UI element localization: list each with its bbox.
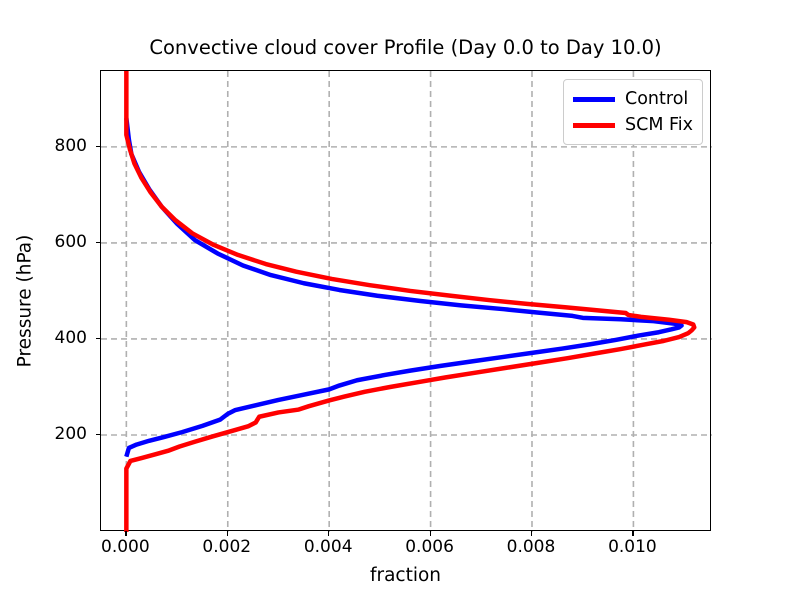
y-tick-mark-3 [95,145,100,148]
x-tick-label-4: 0.008 [506,537,556,557]
y-tick-mark-2 [95,241,100,244]
series-line-scm-fix [124,71,697,532]
x-tick-mark-2 [328,531,330,536]
y-tick-mark-0 [95,433,100,436]
x-tick-label-3: 0.006 [405,537,454,557]
legend-item-scm-fix[interactable]: SCM Fix [573,112,693,138]
y-tick-mark-1 [95,337,100,340]
x-tick-label-5: 0.010 [608,537,657,557]
legend-label: Control [625,89,689,109]
chart-title: Convective cloud cover Profile (Day 0.0 … [149,36,662,59]
legend-swatch-icon [573,96,615,102]
x-axis-label: fraction [369,565,442,586]
series-line-control [124,117,684,458]
data-series-group [124,71,697,532]
x-tick-mark-4 [530,531,533,536]
y-tick-label-3: 800 [54,135,87,156]
plot-area [100,70,712,532]
x-tick-mark-0 [125,531,127,536]
y-tick-label-2: 600 [54,231,87,252]
y-tick-label-0: 200 [54,423,87,444]
x-tick-label-1: 0.002 [202,537,252,557]
plot-canvas [101,71,712,532]
legend-item-control[interactable]: Control [573,86,693,112]
y-tick-label-1: 400 [54,327,87,348]
x-tick-mark-3 [429,531,431,536]
x-tick-label-2: 0.004 [303,537,353,557]
x-tick-label-0: 0.000 [101,537,150,557]
chart-legend: Control SCM Fix [563,79,704,145]
x-tick-mark-5 [632,531,634,536]
x-tick-mark-1 [226,531,229,536]
y-axis-label-wrap: Pressure (hPa) [12,70,38,531]
legend-label: SCM Fix [625,115,694,135]
legend-swatch-icon [573,122,615,128]
y-axis-label: Pressure (hPa) [14,234,36,367]
